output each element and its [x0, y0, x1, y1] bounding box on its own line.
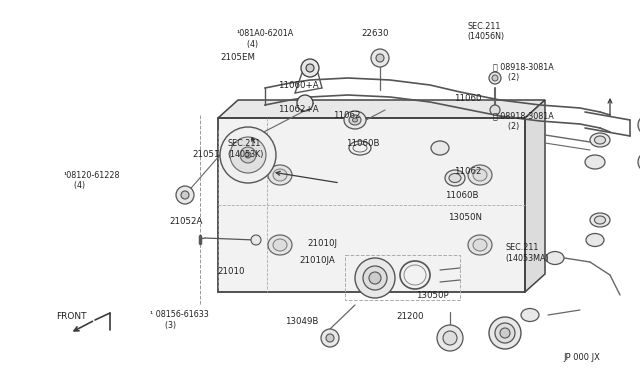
Text: 11062: 11062 — [454, 167, 482, 176]
Text: SEC.211
(14056N): SEC.211 (14056N) — [467, 22, 504, 41]
Circle shape — [251, 235, 261, 245]
Ellipse shape — [349, 115, 361, 125]
Polygon shape — [218, 118, 525, 292]
Text: 21010: 21010 — [218, 267, 245, 276]
Circle shape — [489, 317, 521, 349]
Text: 21010J: 21010J — [307, 239, 337, 248]
Circle shape — [297, 95, 313, 111]
Circle shape — [638, 152, 640, 172]
Text: 2105EM: 2105EM — [221, 53, 256, 62]
Ellipse shape — [431, 141, 449, 155]
Text: 13050N: 13050N — [448, 213, 482, 222]
Ellipse shape — [268, 165, 292, 185]
Circle shape — [355, 258, 395, 298]
Circle shape — [363, 266, 387, 290]
Text: FRONT: FRONT — [56, 312, 86, 321]
Circle shape — [490, 105, 500, 115]
Ellipse shape — [449, 173, 461, 183]
Circle shape — [176, 186, 194, 204]
Text: SEC.211
(14053K): SEC.211 (14053K) — [227, 139, 264, 158]
Ellipse shape — [590, 213, 610, 227]
Circle shape — [306, 64, 314, 72]
Ellipse shape — [473, 169, 487, 181]
Circle shape — [489, 72, 501, 84]
Text: 11060B: 11060B — [346, 139, 379, 148]
Text: 11060+A: 11060+A — [278, 81, 319, 90]
Circle shape — [301, 59, 319, 77]
Text: JP 000 JX: JP 000 JX — [563, 353, 600, 362]
Polygon shape — [218, 100, 545, 118]
Circle shape — [181, 191, 189, 199]
Circle shape — [500, 328, 510, 338]
Text: 21052A: 21052A — [170, 217, 203, 226]
Ellipse shape — [586, 234, 604, 247]
Circle shape — [220, 127, 276, 183]
Circle shape — [240, 147, 256, 163]
Ellipse shape — [344, 111, 366, 129]
Text: 11062: 11062 — [333, 111, 360, 120]
Circle shape — [326, 334, 334, 342]
Text: 11060B: 11060B — [445, 191, 478, 200]
Ellipse shape — [273, 169, 287, 181]
Circle shape — [437, 325, 463, 351]
Text: 13050P: 13050P — [416, 291, 449, 300]
Ellipse shape — [273, 239, 287, 251]
Polygon shape — [525, 100, 545, 292]
Circle shape — [371, 49, 389, 67]
Ellipse shape — [521, 308, 539, 321]
Text: Ⓝ 08918-3081A
      (2): Ⓝ 08918-3081A (2) — [493, 63, 554, 82]
Ellipse shape — [546, 251, 564, 264]
Text: 11060: 11060 — [454, 94, 482, 103]
Circle shape — [443, 331, 457, 345]
Ellipse shape — [595, 136, 605, 144]
Text: 21051: 21051 — [192, 150, 220, 159]
Ellipse shape — [468, 165, 492, 185]
Circle shape — [638, 115, 640, 135]
Circle shape — [492, 75, 498, 81]
Ellipse shape — [268, 235, 292, 255]
Ellipse shape — [590, 133, 610, 147]
Ellipse shape — [473, 239, 487, 251]
Circle shape — [230, 137, 266, 173]
Text: ¹ 08156-61633
      (3): ¹ 08156-61633 (3) — [150, 310, 209, 330]
Text: 21200: 21200 — [397, 312, 424, 321]
Circle shape — [245, 152, 251, 158]
Ellipse shape — [353, 118, 358, 122]
Text: ¹081A0-6201A
    (4): ¹081A0-6201A (4) — [237, 29, 294, 49]
Text: 11062+A: 11062+A — [278, 105, 319, 114]
Circle shape — [495, 323, 515, 343]
Circle shape — [376, 54, 384, 62]
Ellipse shape — [585, 155, 605, 169]
Ellipse shape — [595, 216, 605, 224]
Text: 22630: 22630 — [362, 29, 389, 38]
Text: 21010JA: 21010JA — [300, 256, 335, 265]
Text: ¹08120-61228
    (4): ¹08120-61228 (4) — [64, 171, 120, 190]
Circle shape — [369, 272, 381, 284]
Circle shape — [321, 329, 339, 347]
Ellipse shape — [468, 235, 492, 255]
Ellipse shape — [445, 170, 465, 186]
Text: SEC.211
(14053MA): SEC.211 (14053MA) — [506, 243, 549, 263]
Text: Ⓝ 08918-3081A
      (2): Ⓝ 08918-3081A (2) — [493, 111, 554, 131]
Text: 13049B: 13049B — [285, 317, 318, 326]
